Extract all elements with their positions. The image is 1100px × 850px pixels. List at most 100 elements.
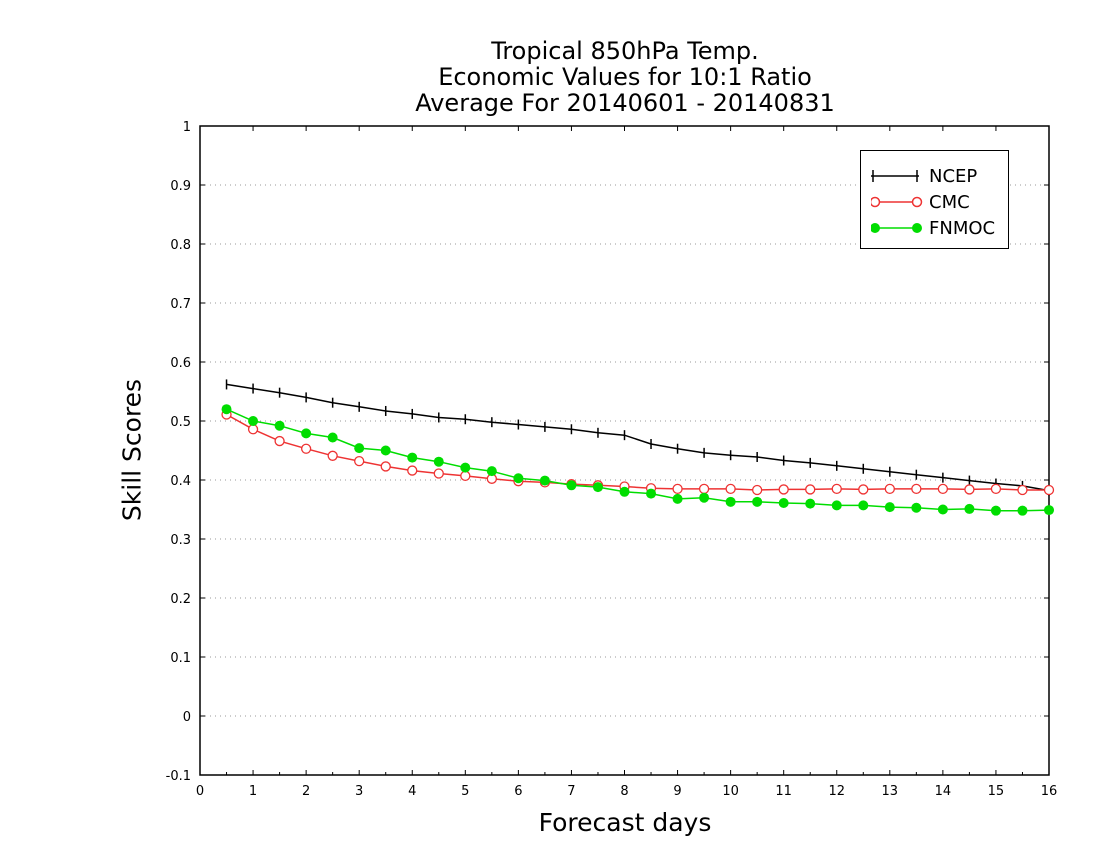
point-fnmoc [486,466,497,477]
point-fnmoc [539,475,550,486]
y-tick-label: 0.1 [170,651,191,666]
plot-frame [199,125,1050,776]
point-fnmoc [592,482,603,493]
y-tick-label: 0.7 [170,297,191,312]
point-cmc [990,483,1002,495]
x-tick-label: 0 [196,784,204,799]
series-line-cmc [226,413,1049,491]
point-fnmoc [858,500,869,511]
point-fnmoc [433,456,444,467]
x-tick-label: 8 [620,784,628,799]
point-cmc [858,484,869,495]
point-cmc [407,465,418,476]
x-tick-label: 12 [828,784,845,799]
y-tick-label: 0.6 [170,356,191,371]
legend-item-cmc: CMC [861,190,1010,216]
point-fnmoc [672,493,683,504]
point-fnmoc [354,443,365,454]
point-fnmoc [884,502,895,513]
y-tick-label: 0 [183,710,191,725]
point-cmc [778,484,789,495]
point-fnmoc [831,500,842,511]
legend-label-cmc: CMC [929,192,970,213]
x-tick-label: 4 [408,784,416,799]
chart-title-line-3: Average For 20140601 - 20140831 [415,89,835,117]
x-tick-label: 7 [567,784,575,799]
x-tick-label: 15 [988,784,1005,799]
x-tick-label: 1 [249,784,257,799]
point-fnmoc [752,496,763,507]
x-tick-label: 9 [673,784,681,799]
x-tick-label: 10 [722,784,739,799]
point-cmc [1017,484,1028,496]
legend-swatch-fnmoc [871,223,922,233]
y-tick-label: 0.4 [170,474,191,489]
x-tick-label: 16 [1041,784,1058,799]
point-fnmoc [380,445,391,456]
point-fnmoc [725,496,736,507]
x-tick-label: 5 [461,784,469,799]
point-fnmoc [274,420,285,431]
point-cmc [354,455,365,467]
legend: NCEP CMC FNMOC [860,150,1009,249]
point-cmc [884,483,895,495]
point-cmc [911,483,922,495]
x-tick-label: 3 [355,784,363,799]
axes: -0.100.10.20.30.40.50.60.70.80.910 1 2 3 4 5 6… [166,120,1058,799]
point-fnmoc [699,492,710,503]
point-cmc [460,470,471,482]
point-fnmoc [407,452,418,463]
point-fnmoc [990,505,1001,516]
y-axis-label: Skill Scores [117,378,147,522]
x-tick-label: 2 [302,784,310,799]
y-tick-label: -0.1 [166,769,191,784]
y-tick-label: 0.2 [170,592,191,607]
point-fnmoc [248,416,259,426]
point-fnmoc [778,498,789,509]
point-cmc [698,483,710,495]
x-tick-label: 13 [882,784,899,799]
legend-label-ncep: NCEP [929,166,978,187]
point-cmc [831,483,842,495]
y-tick-label: 1 [183,120,191,135]
point-cmc [937,483,949,495]
point-cmc [300,443,312,454]
point-fnmoc [301,428,312,439]
point-fnmoc [566,480,577,491]
point-fnmoc [221,404,232,415]
point-cmc [327,450,338,461]
grid-lines [200,184,1049,717]
x-axis-label: Forecast days [538,808,712,837]
point-cmc [247,424,259,435]
point-cmc [672,483,683,495]
point-fnmoc [646,488,657,499]
point-cmc [380,461,391,472]
point-cmc [964,484,975,495]
point-fnmoc [964,503,975,514]
x-tick-label: 14 [935,784,952,799]
point-fnmoc [1017,505,1028,516]
point-cmc [274,435,285,447]
point-cmc [725,483,736,495]
point-fnmoc [1044,505,1054,516]
point-fnmoc [513,473,524,484]
point-cmc [433,468,444,479]
legend-swatch-ncep [871,170,919,182]
series-layer [221,379,1055,516]
chart-title-line-1: Tropical 850hPa Temp. [491,37,759,65]
x-tick-label: 6 [514,784,522,799]
series-line-ncep [226,383,1050,492]
chart-title-line-2: Economic Values for 10:1 Ratio [438,63,812,91]
point-fnmoc [460,462,471,473]
point-fnmoc [911,502,922,513]
point-fnmoc [937,504,948,515]
point-fnmoc [327,432,338,443]
legend-item-fnmoc: FNMOC [861,216,1010,242]
y-tick-label: 0.8 [170,238,191,253]
y-tick-label: 0.3 [170,533,191,548]
legend-item-ncep: NCEP [861,164,1010,190]
point-fnmoc [619,486,630,497]
point-cmc [1043,484,1055,496]
point-cmc [805,484,816,495]
